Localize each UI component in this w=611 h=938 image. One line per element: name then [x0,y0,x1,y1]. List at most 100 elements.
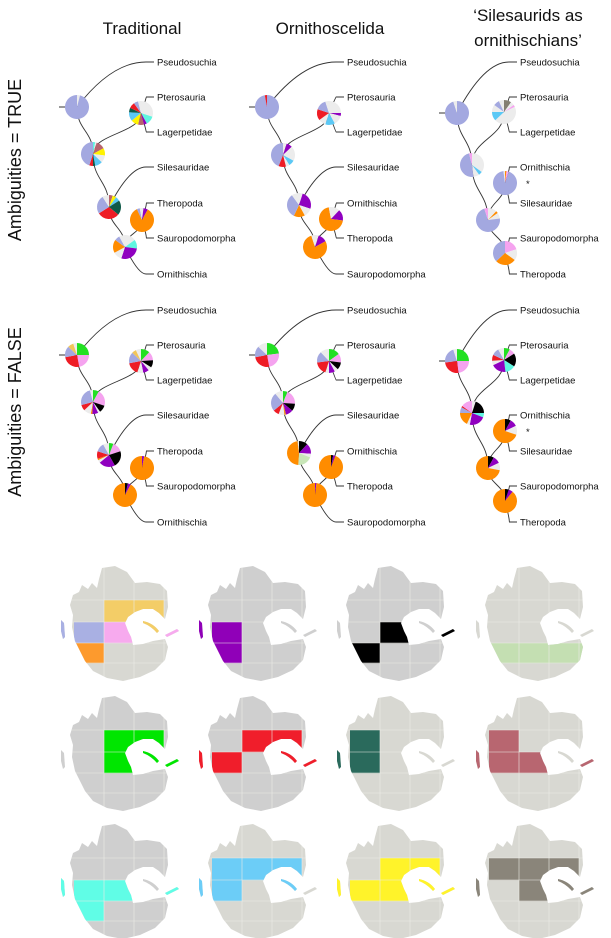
pie-slice [505,249,517,261]
region-cell [519,858,549,881]
region-island [441,629,455,637]
landmass [346,696,444,811]
region-cell [212,880,242,902]
island [281,621,297,633]
pie-slice [97,451,109,459]
pie-slice [504,104,515,112]
ancestral-state-pie [65,343,89,367]
ancestral-state-pie [130,456,155,480]
region-island [337,750,341,769]
pie-slice [283,403,293,415]
island [476,620,480,639]
pie-slice [303,483,328,507]
pie-slice [99,455,115,467]
pie-slice [488,208,497,220]
pie-slice [141,360,153,368]
pie-slice [493,360,506,372]
pie-slice [93,391,105,406]
pie-slice [130,456,155,480]
pie-slice [271,143,283,167]
pie-slice [488,456,494,468]
ancestral-state-pie [445,101,469,125]
pie-slice [283,391,295,404]
paleogeographic-map [199,566,317,681]
taxon-label: Sauropodomorpha [347,270,426,281]
pie-slice [286,441,299,465]
region-island [476,878,480,897]
taxon-label: Pseudosuchia [520,306,580,317]
phylogeny-tree: Pseudosuchia Pterosauria Lagerpetidae Siles… [249,306,426,529]
pie-slice [141,113,147,125]
pie-slice [453,349,457,361]
pie-slice [317,101,329,113]
pie-slice [299,444,311,454]
pie-slice [504,349,515,360]
column-title: Ornithoscelida [276,19,385,38]
pie-slice [137,361,144,373]
region-island [303,759,317,767]
pie-slice [93,402,101,413]
region-cell [380,880,410,902]
paleogeographic-map [476,824,594,938]
region-cell [489,730,519,753]
taxon-label: Lagerpetidae [347,128,402,139]
pie-slice [311,235,315,247]
region-cell [104,622,134,644]
pie-slice [505,489,509,501]
taxon-label: Sauropodomorpha [157,482,236,493]
pie-slice [141,101,153,117]
region-cell [489,752,519,774]
region-island [441,887,455,895]
pie-slice [255,355,270,367]
pie-slice [141,349,150,361]
region-cell [212,622,242,644]
asterisk-marker: * [526,427,530,438]
paleogeographic-map [337,566,455,681]
row-label: Ambiguities = FALSE [5,327,25,497]
region-cell [549,643,579,664]
taxon-label: Pseudosuchia [157,306,217,317]
pie-slice [93,402,105,412]
pie-slice [472,153,484,173]
pie-slice [331,455,336,467]
region-cell [272,858,302,881]
pie-slice [109,197,120,207]
ancestral-state-pie [113,483,138,507]
pie-slice [319,455,344,479]
region-island [143,621,159,633]
taxon-label: Theropoda [347,482,394,493]
pie-slice [329,113,341,116]
pie-slice [492,360,504,366]
region-island [580,759,594,767]
ancestral-state-pie [317,101,341,125]
pie-slice [142,208,148,220]
pie-slice [293,205,305,217]
region-island [143,751,159,763]
pie-slice [273,403,283,415]
taxon-label: Sauropodomorpha [520,234,599,245]
pie-slice [267,343,279,355]
pie-slice [299,193,303,205]
pie-slice [472,165,480,177]
region-cell [74,880,104,902]
region-island [337,878,341,897]
region-cell [350,730,380,753]
branch [76,61,154,108]
pie-slice [488,457,499,468]
pie-slice [283,143,287,155]
pie-slice [315,235,326,247]
island [441,759,455,767]
region-island [199,878,203,897]
taxon-label: Theropoda [520,270,567,281]
pie-slice [283,146,295,161]
island [558,751,574,763]
pie-slice [141,361,149,373]
pie-slice [303,235,327,259]
pie-slice [109,195,113,207]
pie-slice [299,441,308,453]
pie-slice [130,103,141,113]
ancestral-state-pie [286,441,311,465]
pie-slice [93,390,99,402]
pie-slice [271,393,283,411]
pie-slice [505,425,517,435]
